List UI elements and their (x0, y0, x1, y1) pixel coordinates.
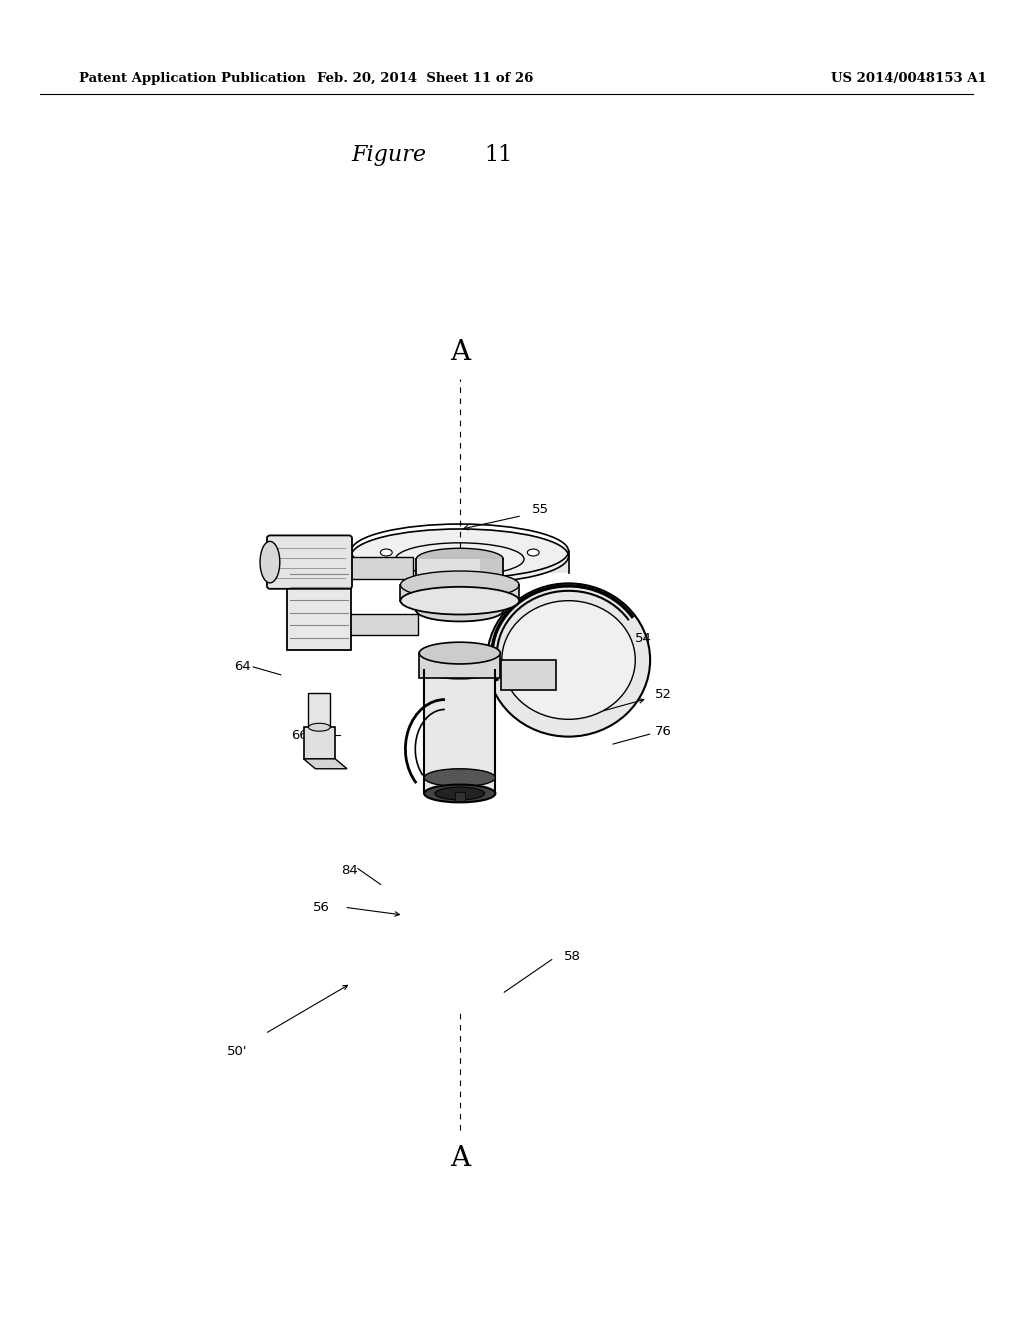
FancyBboxPatch shape (287, 556, 351, 651)
Ellipse shape (400, 587, 519, 615)
Text: 64: 64 (234, 660, 251, 673)
Text: US 2014/0048153 A1: US 2014/0048153 A1 (830, 73, 986, 84)
Ellipse shape (424, 768, 496, 787)
FancyBboxPatch shape (303, 727, 335, 759)
Ellipse shape (527, 549, 540, 556)
Text: 54: 54 (635, 632, 651, 644)
Text: 76: 76 (654, 725, 672, 738)
Text: Figure: Figure (351, 144, 426, 166)
Text: 52: 52 (654, 688, 672, 701)
FancyBboxPatch shape (417, 560, 503, 611)
Text: Feb. 20, 2014  Sheet 11 of 26: Feb. 20, 2014 Sheet 11 of 26 (317, 73, 534, 84)
FancyBboxPatch shape (351, 552, 568, 573)
FancyBboxPatch shape (419, 653, 501, 677)
FancyBboxPatch shape (267, 536, 352, 589)
Ellipse shape (454, 561, 466, 569)
Ellipse shape (417, 599, 503, 622)
FancyBboxPatch shape (455, 792, 465, 801)
Ellipse shape (308, 723, 331, 731)
Text: A: A (450, 1144, 470, 1172)
Ellipse shape (502, 601, 635, 719)
Ellipse shape (417, 548, 503, 570)
Text: 58: 58 (563, 950, 581, 964)
FancyBboxPatch shape (349, 557, 414, 579)
Ellipse shape (260, 541, 280, 583)
Ellipse shape (400, 572, 519, 599)
Ellipse shape (380, 549, 392, 556)
Ellipse shape (435, 787, 484, 800)
Text: 66: 66 (291, 729, 307, 742)
FancyBboxPatch shape (424, 669, 496, 793)
Text: 55: 55 (531, 503, 549, 516)
Text: 50': 50' (227, 1045, 248, 1059)
Ellipse shape (424, 784, 496, 803)
Text: Patent Application Publication: Patent Application Publication (79, 73, 306, 84)
FancyBboxPatch shape (400, 585, 519, 601)
FancyBboxPatch shape (502, 660, 556, 689)
Text: 11: 11 (484, 144, 513, 166)
FancyBboxPatch shape (349, 614, 418, 635)
FancyBboxPatch shape (479, 560, 503, 611)
Polygon shape (303, 759, 347, 768)
Ellipse shape (351, 529, 568, 583)
Ellipse shape (424, 661, 496, 678)
Text: 84: 84 (341, 865, 357, 876)
Ellipse shape (419, 643, 501, 664)
FancyBboxPatch shape (308, 693, 331, 727)
Text: 53': 53' (539, 660, 559, 673)
Text: 56: 56 (312, 900, 330, 913)
Text: A: A (450, 339, 470, 366)
Ellipse shape (487, 583, 650, 737)
